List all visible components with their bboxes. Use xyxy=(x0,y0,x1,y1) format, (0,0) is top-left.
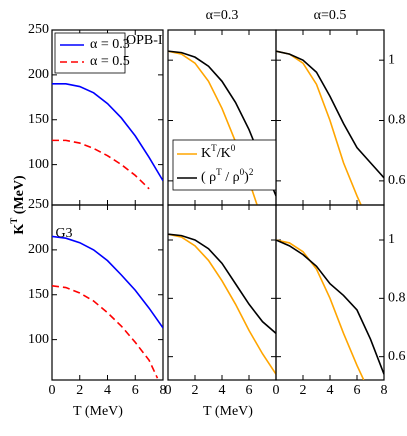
x-tick-label: 0 xyxy=(49,383,56,398)
x-tick-label: 4 xyxy=(327,383,334,398)
text-part: / ρ xyxy=(222,170,240,185)
x-tick-label: 2 xyxy=(76,383,83,398)
text-part: (MeV) xyxy=(12,175,27,218)
text-part: ( ρ xyxy=(201,170,216,185)
y-axis-label: KT (MeV) xyxy=(9,175,27,235)
y-tick-label: 200 xyxy=(28,242,49,257)
text-part: /K xyxy=(217,146,231,161)
x-tick-label: 8 xyxy=(160,383,167,398)
y-tick-label: 100 xyxy=(28,332,49,347)
x-axis-label: T (MeV) xyxy=(203,404,253,419)
y-tick-label: 0.8 xyxy=(388,291,406,306)
superscript: T xyxy=(211,143,217,153)
series-line xyxy=(168,233,276,334)
x-tick-label: 6 xyxy=(246,383,253,398)
x-tick-label: 2 xyxy=(300,383,307,398)
series-line xyxy=(276,239,365,380)
column-title: α=0.5 xyxy=(314,8,347,23)
panel-annotation: G3 xyxy=(55,226,72,241)
text-part: ) xyxy=(244,170,249,185)
series-line xyxy=(52,83,163,182)
y-tick-label: 200 xyxy=(28,67,49,82)
panel-frame xyxy=(275,204,385,381)
superscript: T xyxy=(9,218,19,224)
y-tick-label: 1 xyxy=(388,52,395,67)
x-tick-label: 4 xyxy=(104,383,111,398)
superscript: T xyxy=(216,167,222,177)
x-tick-label: 0 xyxy=(165,383,172,398)
series-line xyxy=(52,139,150,190)
column-title: α=0.3 xyxy=(206,8,239,23)
series-line xyxy=(168,233,276,375)
y-tick-label: 150 xyxy=(28,287,49,302)
series-line xyxy=(276,50,384,179)
x-tick-label: 4 xyxy=(219,383,226,398)
text-part: K xyxy=(201,146,211,161)
series-line xyxy=(52,235,163,329)
y-tick-label: 100 xyxy=(28,157,49,172)
legend-box xyxy=(54,32,126,74)
legend-label: KT/K0 xyxy=(201,143,236,161)
y-tick-label: 150 xyxy=(28,112,49,127)
legend-label: α = 0.3 xyxy=(90,37,130,52)
x-tick-label: 0 xyxy=(273,383,280,398)
x-axis-label: T (MeV) xyxy=(73,404,123,419)
panel-annotation: IOPB-I xyxy=(121,33,163,48)
series-line xyxy=(276,50,362,205)
legend-label: ( ρT / ρ0)2 xyxy=(201,167,254,185)
x-tick-label: 6 xyxy=(132,383,139,398)
y-tick-label: 1 xyxy=(388,232,395,247)
series-line xyxy=(276,239,384,375)
panel-frame xyxy=(167,204,277,381)
y-tick-label: 250 xyxy=(28,197,49,212)
text-part: K xyxy=(12,224,27,235)
y-tick-label: 0.6 xyxy=(388,349,406,364)
legend-label: α = 0.5 xyxy=(90,54,130,69)
superscript: 0 xyxy=(231,143,236,153)
x-tick-label: 6 xyxy=(354,383,361,398)
x-tick-label: 8 xyxy=(381,383,388,398)
legend-box xyxy=(172,139,277,191)
superscript: 0 xyxy=(240,167,245,177)
y-tick-label: 0.8 xyxy=(388,113,406,128)
x-tick-label: 2 xyxy=(192,383,199,398)
superscript: 2 xyxy=(249,167,254,177)
y-tick-label: 250 xyxy=(28,22,49,37)
y-tick-label: 0.6 xyxy=(388,173,406,188)
